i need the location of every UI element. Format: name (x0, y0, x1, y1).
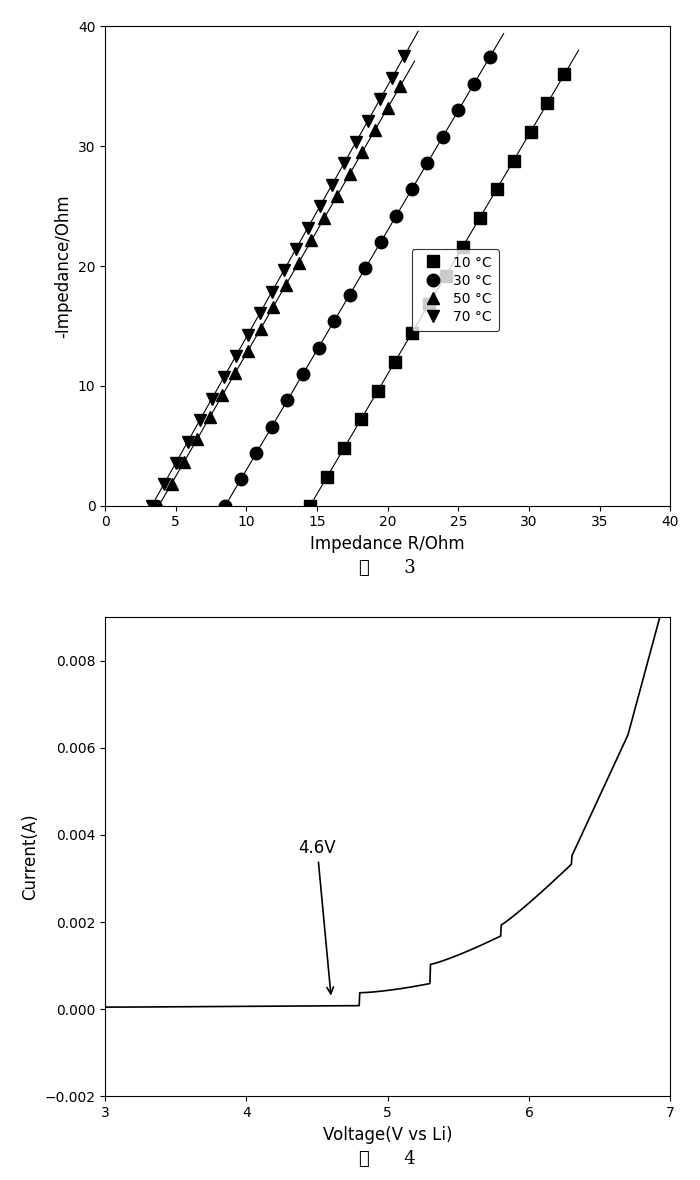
10 °C (560, 67, 568, 81)
70 °C (340, 157, 348, 171)
70 °C (183, 434, 192, 448)
70 °C (232, 349, 240, 363)
Line: 70 °C: 70 °C (146, 51, 410, 511)
30 °C (361, 261, 370, 275)
70 °C (376, 92, 384, 106)
30 °C (314, 341, 323, 355)
30 °C (237, 472, 245, 486)
70 °C (328, 178, 336, 192)
10 °C (492, 182, 500, 196)
70 °C (280, 263, 288, 277)
70 °C (364, 113, 372, 127)
70 °C (292, 242, 300, 256)
10 °C (306, 499, 314, 513)
Line: 10 °C: 10 °C (304, 68, 570, 511)
50 °C (256, 322, 265, 336)
30 °C (299, 367, 307, 381)
50 °C (295, 255, 303, 269)
70 °C (352, 135, 361, 149)
30 °C (407, 182, 416, 196)
Y-axis label: Current(A): Current(A) (21, 813, 38, 900)
10 °C (323, 470, 331, 484)
10 °C (374, 384, 382, 398)
10 °C (458, 240, 467, 254)
10 °C (424, 297, 433, 312)
Line: 50 °C: 50 °C (153, 80, 406, 511)
70 °C (388, 71, 396, 85)
70 °C (267, 284, 276, 299)
50 °C (345, 168, 354, 182)
10 °C (357, 412, 365, 426)
30 °C (485, 51, 494, 65)
70 °C (160, 477, 168, 491)
70 °C (256, 306, 264, 320)
10 °C (442, 269, 450, 283)
50 °C (371, 123, 379, 137)
50 °C (320, 211, 328, 225)
50 °C (396, 79, 405, 93)
10 °C (340, 441, 348, 455)
50 °C (155, 499, 163, 513)
50 °C (218, 388, 227, 402)
50 °C (244, 343, 252, 358)
X-axis label: Voltage(V vs Li): Voltage(V vs Li) (323, 1126, 452, 1143)
70 °C (195, 413, 204, 427)
70 °C (244, 328, 252, 342)
30 °C (454, 103, 463, 117)
70 °C (172, 455, 180, 470)
70 °C (400, 50, 408, 64)
70 °C (208, 392, 216, 406)
30 °C (330, 314, 338, 328)
30 °C (377, 235, 385, 249)
70 °C (304, 221, 312, 235)
50 °C (332, 189, 341, 203)
Text: 图      4: 图 4 (360, 1149, 416, 1168)
30 °C (470, 77, 478, 91)
70 °C (316, 199, 324, 214)
30 °C (221, 499, 230, 513)
30 °C (423, 156, 431, 170)
50 °C (358, 145, 367, 159)
30 °C (284, 393, 292, 407)
50 °C (206, 411, 214, 425)
50 °C (282, 277, 290, 291)
Line: 30 °C: 30 °C (219, 51, 496, 512)
50 °C (180, 454, 188, 468)
Y-axis label: -Impedance/Ohm: -Impedance/Ohm (54, 195, 72, 337)
10 °C (391, 355, 399, 369)
50 °C (269, 300, 277, 314)
Legend: 10 °C, 30 °C, 50 °C, 70 °C: 10 °C, 30 °C, 50 °C, 70 °C (412, 249, 499, 332)
70 °C (148, 499, 156, 513)
Text: 图      3: 图 3 (359, 559, 416, 577)
30 °C (439, 130, 447, 144)
10 °C (475, 211, 484, 225)
30 °C (345, 288, 354, 302)
50 °C (307, 234, 316, 248)
30 °C (252, 446, 260, 460)
10 °C (407, 326, 416, 340)
50 °C (231, 366, 239, 380)
50 °C (167, 477, 176, 491)
30 °C (392, 209, 400, 223)
10 °C (510, 153, 518, 168)
10 °C (526, 125, 535, 139)
50 °C (384, 100, 392, 114)
10 °C (543, 96, 552, 110)
30 °C (267, 420, 276, 434)
X-axis label: Impedance R/Ohm: Impedance R/Ohm (311, 535, 465, 553)
70 °C (220, 371, 228, 385)
50 °C (193, 432, 201, 446)
Text: 4.6V: 4.6V (298, 839, 336, 994)
